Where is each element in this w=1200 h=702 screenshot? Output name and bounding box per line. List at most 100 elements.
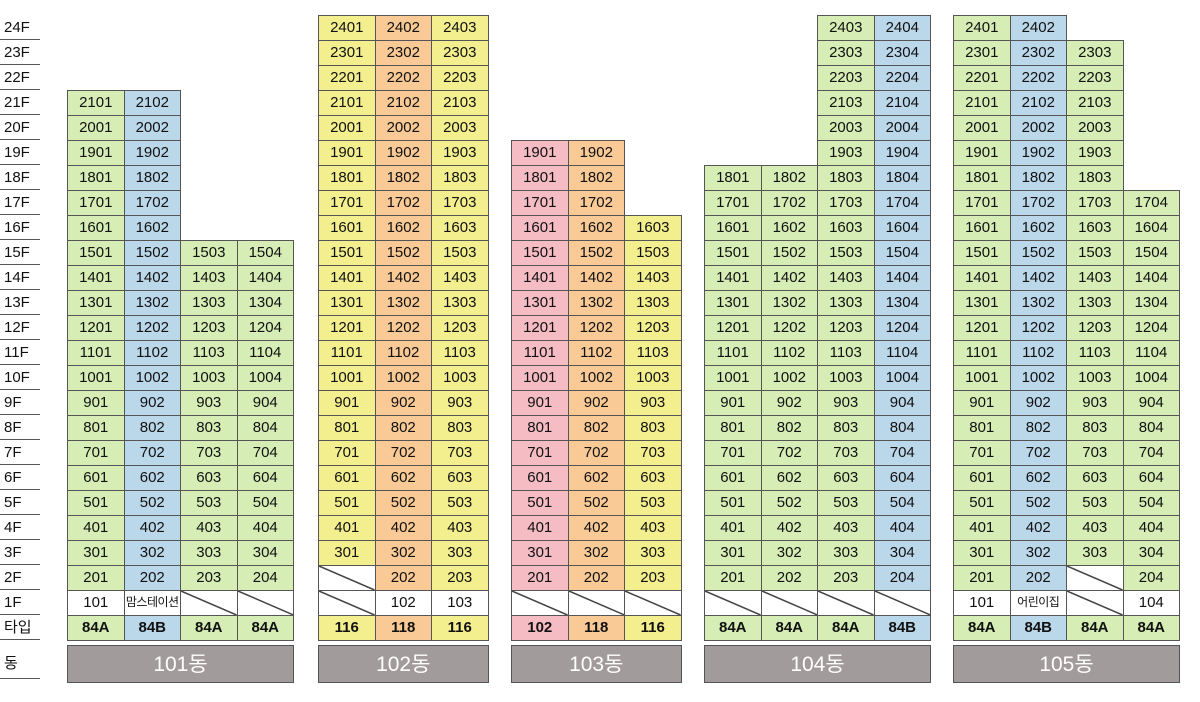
- floor-label: 6F: [0, 465, 40, 490]
- unit-cell: 802: [123, 415, 181, 441]
- unit-cell: 603: [180, 465, 238, 491]
- unit-cell: 302: [123, 540, 181, 566]
- unit-cell: 1802: [1009, 165, 1067, 191]
- unit-cell: 1003: [180, 365, 238, 391]
- unit-cell: 1601: [511, 215, 569, 241]
- unit-cell: 1903: [1066, 140, 1124, 166]
- unit-cell: 1304: [1122, 290, 1180, 316]
- empty-unit-cell: [873, 590, 931, 616]
- unit-cell: 1701: [953, 190, 1011, 216]
- unit-cell: 1201: [511, 315, 569, 341]
- unit-cell: 1403: [624, 265, 682, 291]
- building-name-bar: 101동: [67, 645, 294, 683]
- unit-cell: 1502: [1009, 240, 1067, 266]
- unit-cell: 2003: [1066, 115, 1124, 141]
- unit-cell: 2003: [431, 115, 489, 141]
- unit-cell: 404: [236, 515, 294, 541]
- unit-cell: 1401: [704, 265, 762, 291]
- unit-cell: 2003: [817, 115, 875, 141]
- unit-cell: 1102: [760, 340, 818, 366]
- unit-cell: 1603: [817, 215, 875, 241]
- unit-cell: 1303: [817, 290, 875, 316]
- unit-cell: 903: [624, 390, 682, 416]
- unit-cell: 1703: [1066, 190, 1124, 216]
- unit-cell: 1203: [1066, 315, 1124, 341]
- unit-cell: 1304: [873, 290, 931, 316]
- unit-cell: 2203: [817, 65, 875, 91]
- unit-cell: 2402: [1009, 15, 1067, 41]
- floor-label: 11F: [0, 340, 40, 365]
- unit-cell: 701: [704, 440, 762, 466]
- unit-cell: 1902: [374, 140, 432, 166]
- unit-cell: 203: [431, 565, 489, 591]
- unit-cell: 1701: [318, 190, 376, 216]
- unit-cell: 2102: [1009, 90, 1067, 116]
- unit-cell: 2302: [374, 40, 432, 66]
- unit-cell: 1604: [873, 215, 931, 241]
- unit-cell: 702: [123, 440, 181, 466]
- unit-cell: 604: [236, 465, 294, 491]
- unit-cell: 1901: [67, 140, 125, 166]
- unit-cell: 1102: [123, 340, 181, 366]
- unit-cell: 904: [873, 390, 931, 416]
- floor-label: 18F: [0, 165, 40, 190]
- unit-cell: 2203: [1066, 65, 1124, 91]
- unit-cell: 1503: [624, 240, 682, 266]
- unit-cell: 703: [180, 440, 238, 466]
- unit-cell: 2401: [318, 15, 376, 41]
- unit-cell: 301: [953, 540, 1011, 566]
- unit-cell: 504: [236, 490, 294, 516]
- unit-cell: 1603: [1066, 215, 1124, 241]
- unit-cell: 2401: [953, 15, 1011, 41]
- unit-cell: 802: [374, 415, 432, 441]
- unit-cell: 1701: [67, 190, 125, 216]
- unit-cell: 1103: [180, 340, 238, 366]
- unit-cell: 501: [511, 490, 569, 516]
- unit-cell: 802: [567, 415, 625, 441]
- unit-cell: 1702: [760, 190, 818, 216]
- unit-cell: 1204: [873, 315, 931, 341]
- unit-cell: 703: [817, 440, 875, 466]
- unit-cell: 801: [67, 415, 125, 441]
- unit-cell: 1802: [123, 165, 181, 191]
- unit-cell: 1604: [1122, 215, 1180, 241]
- unit-cell: 601: [318, 465, 376, 491]
- floor-label: 13F: [0, 290, 40, 315]
- unit-cell: 601: [67, 465, 125, 491]
- unit-cell: 803: [817, 415, 875, 441]
- unit-cell: 1204: [1122, 315, 1180, 341]
- unit-cell: 1301: [704, 290, 762, 316]
- unit-cell: 1303: [1066, 290, 1124, 316]
- unit-cell: 1403: [180, 265, 238, 291]
- unit-cell: 604: [873, 465, 931, 491]
- unit-cell: 401: [511, 515, 569, 541]
- unit-cell: 1004: [1122, 365, 1180, 391]
- unit-cell: 1302: [567, 290, 625, 316]
- unit-cell: 801: [704, 415, 762, 441]
- unit-cell: 1104: [236, 340, 294, 366]
- unit-cell: 602: [760, 465, 818, 491]
- unit-cell: 1303: [431, 290, 489, 316]
- unit-cell: 1202: [567, 315, 625, 341]
- unit-cell: 1103: [1066, 340, 1124, 366]
- unit-cell: 1903: [817, 140, 875, 166]
- unit-cell: 803: [180, 415, 238, 441]
- building-name-bar: 102동: [318, 645, 489, 683]
- unit-cell: 1803: [817, 165, 875, 191]
- unit-cell: 1803: [1066, 165, 1124, 191]
- unit-cell: 1902: [567, 140, 625, 166]
- unit-cell: 1403: [431, 265, 489, 291]
- unit-cell: 202: [567, 565, 625, 591]
- unit-cell: 902: [123, 390, 181, 416]
- unit-cell: 1401: [67, 265, 125, 291]
- unit-cell: 401: [953, 515, 1011, 541]
- empty-unit-cell: [318, 590, 376, 616]
- unit-cell: 2204: [873, 65, 931, 91]
- unit-cell: 1103: [624, 340, 682, 366]
- unit-cell: 1303: [180, 290, 238, 316]
- unit-cell: 1204: [236, 315, 294, 341]
- building-name-bar: 103동: [511, 645, 682, 683]
- unit-cell: 1601: [953, 215, 1011, 241]
- unit-cell: 801: [511, 415, 569, 441]
- unit-cell: 1702: [123, 190, 181, 216]
